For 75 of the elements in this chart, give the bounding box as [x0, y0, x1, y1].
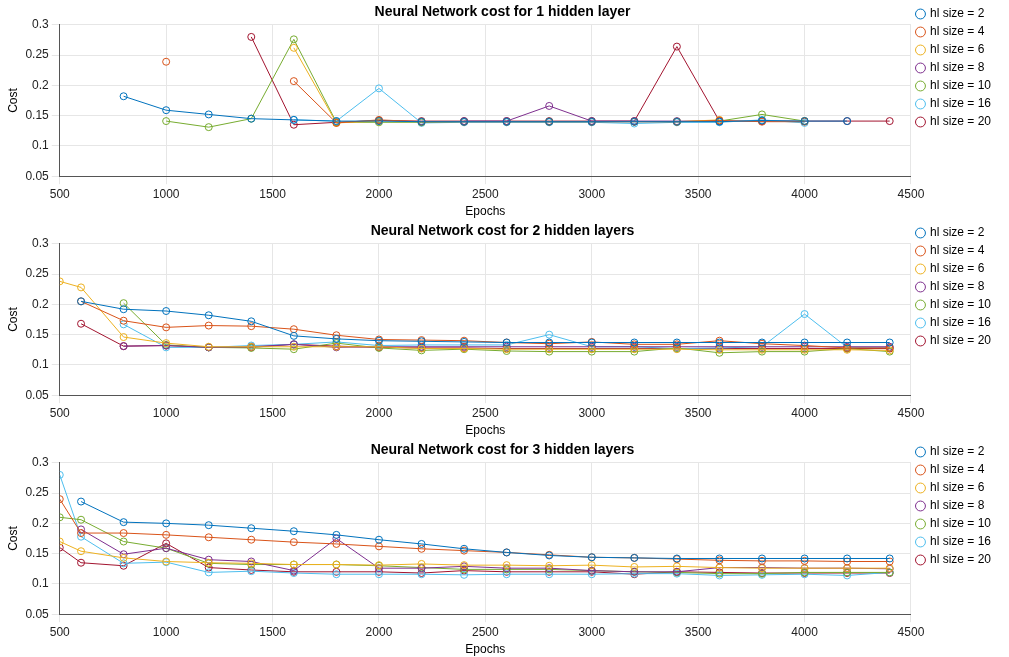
x-tick-label: 3000 [578, 186, 606, 201]
legend-label: hl size = 16 [929, 315, 992, 330]
y-tick-label: 0.2 [32, 296, 50, 311]
legend-label: hl size = 2 [929, 225, 985, 240]
y-tick-label: 0.25 [25, 47, 50, 62]
x-tick-label: 2000 [365, 405, 393, 420]
x-tick-label: 4500 [897, 405, 925, 420]
x-tick-label: 3500 [684, 405, 712, 420]
y-tick-label: 0.2 [32, 77, 50, 92]
legend-label: hl size = 6 [929, 480, 985, 495]
y-tick-label: 0.15 [25, 107, 50, 122]
y-axis-title: Cost [5, 87, 20, 113]
x-axis-title: Epochs [465, 204, 506, 219]
x-tick-label: 4000 [791, 624, 819, 639]
legend-label: hl size = 10 [929, 297, 992, 312]
y-tick-label: 0.3 [32, 455, 50, 470]
chart-title: Neural Network cost for 1 hidden layer [374, 3, 632, 20]
x-tick-label: 500 [49, 186, 71, 201]
y-tick-label: 0.15 [25, 545, 50, 560]
legend-label: hl size = 20 [929, 114, 992, 129]
y-tick-label: 0.1 [32, 138, 50, 153]
x-tick-label: 4000 [791, 405, 819, 420]
legend-label: hl size = 8 [929, 279, 985, 294]
y-axis-title: Cost [5, 525, 20, 551]
y-tick-label: 0.3 [32, 236, 50, 251]
legend-label: hl size = 20 [929, 552, 992, 567]
y-tick-label: 0.05 [25, 606, 50, 621]
y-tick-label: 0.1 [32, 357, 50, 372]
x-axis-title: Epochs [465, 423, 506, 438]
y-tick-label: 0.1 [32, 576, 50, 591]
legend-label: hl size = 10 [929, 516, 992, 531]
legend-label: hl size = 10 [929, 78, 992, 93]
x-tick-label: 3000 [578, 405, 606, 420]
legend-label: hl size = 4 [929, 243, 985, 258]
legend-label: hl size = 20 [929, 333, 992, 348]
x-tick-label: 1500 [259, 624, 287, 639]
x-tick-label: 2500 [472, 405, 500, 420]
x-axis-title: Epochs [465, 642, 506, 657]
x-tick-label: 2500 [472, 186, 500, 201]
chart-title: Neural Network cost for 2 hidden layers [370, 222, 635, 239]
x-tick-label: 1000 [152, 186, 180, 201]
legend-label: hl size = 4 [929, 24, 985, 39]
legend-label: hl size = 16 [929, 96, 992, 111]
x-tick-label: 1000 [152, 624, 180, 639]
x-tick-label: 1500 [259, 186, 287, 201]
y-tick-label: 0.15 [25, 326, 50, 341]
y-tick-label: 0.25 [25, 485, 50, 500]
x-tick-label: 1000 [152, 405, 180, 420]
x-tick-label: 2000 [365, 186, 393, 201]
x-tick-label: 1500 [259, 405, 287, 420]
x-tick-label: 2500 [472, 624, 500, 639]
legend-label: hl size = 16 [929, 534, 992, 549]
legend-label: hl size = 8 [929, 498, 985, 513]
x-tick-label: 3500 [684, 186, 712, 201]
x-tick-label: 4000 [791, 186, 819, 201]
legend-label: hl size = 4 [929, 462, 985, 477]
y-axis-title: Cost [5, 306, 20, 332]
y-tick-label: 0.25 [25, 266, 50, 281]
x-tick-label: 3000 [578, 624, 606, 639]
y-tick-label: 0.3 [32, 17, 50, 32]
y-tick-label: 0.05 [25, 387, 50, 402]
legend-label: hl size = 2 [929, 6, 985, 21]
chart-title: Neural Network cost for 3 hidden layers [370, 441, 635, 458]
y-tick-label: 0.05 [25, 168, 50, 183]
x-tick-label: 500 [49, 405, 71, 420]
x-tick-label: 3500 [684, 624, 712, 639]
x-tick-label: 2000 [365, 624, 393, 639]
x-tick-label: 4500 [897, 624, 925, 639]
legend-label: hl size = 2 [929, 444, 985, 459]
y-tick-label: 0.2 [32, 515, 50, 530]
x-tick-label: 4500 [897, 186, 925, 201]
legend-label: hl size = 6 [929, 261, 985, 276]
legend-label: hl size = 6 [929, 42, 985, 57]
x-tick-label: 500 [49, 624, 71, 639]
legend-label: hl size = 8 [929, 60, 985, 75]
